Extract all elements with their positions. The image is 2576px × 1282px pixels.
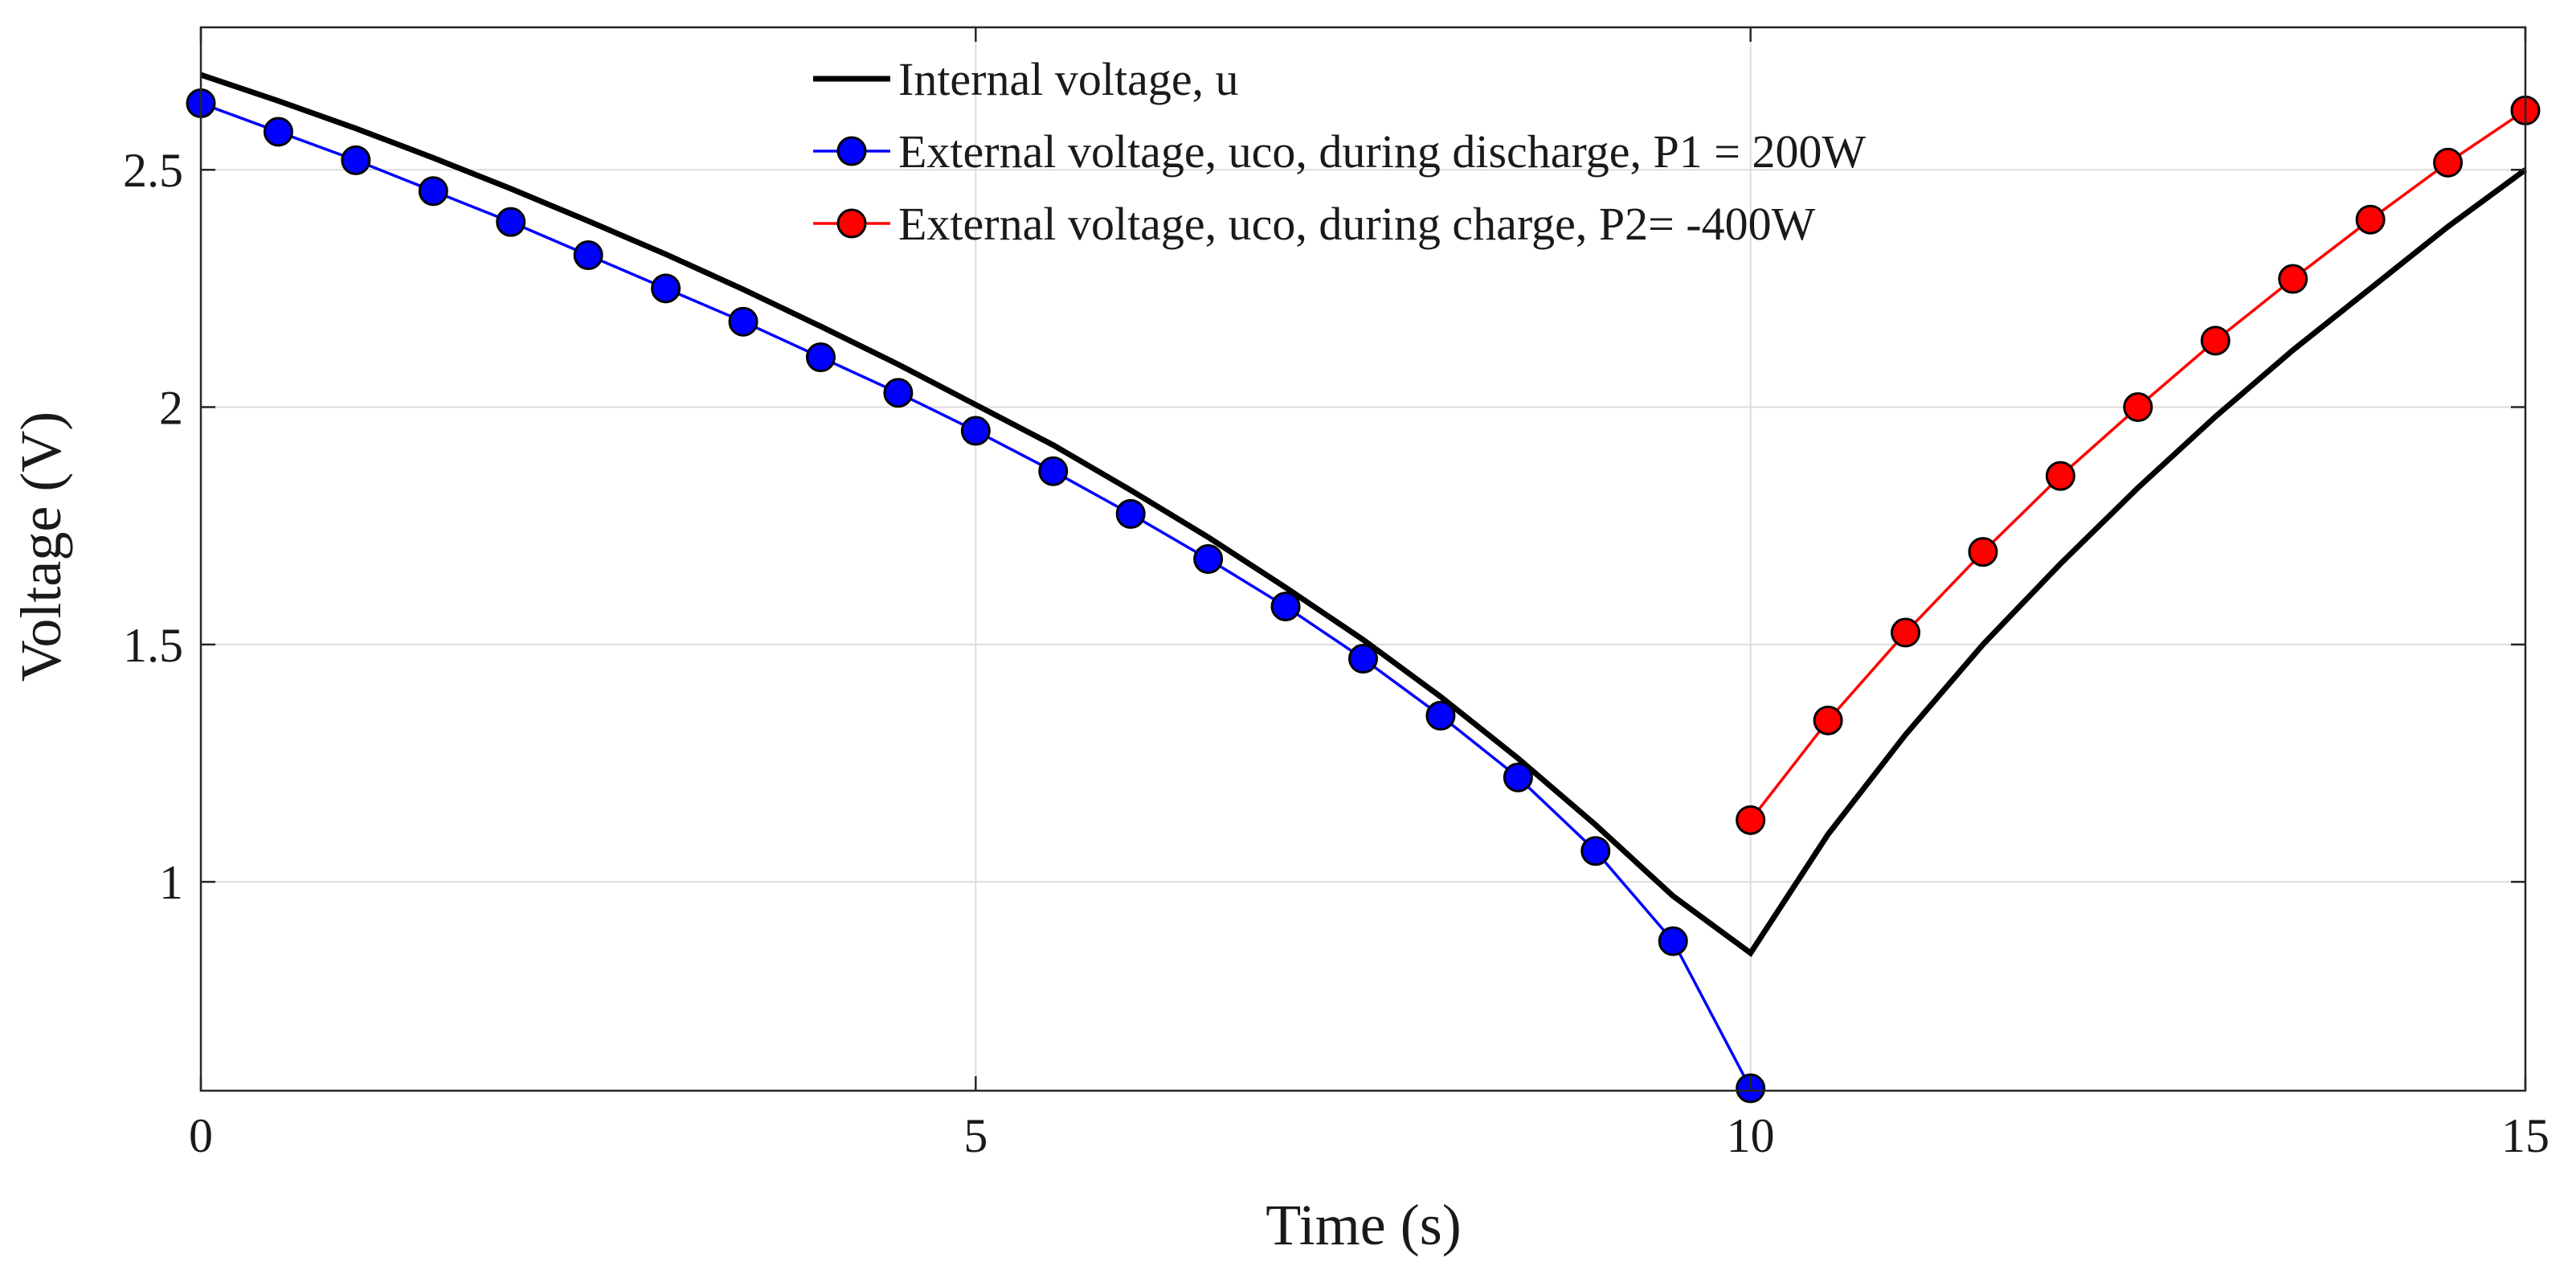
data-point [341, 145, 371, 175]
data-point [1115, 498, 1146, 529]
legend-entry: External voltage, uco, during discharge,… [813, 125, 1866, 178]
data-point [2045, 461, 2075, 491]
x-tick-label: 0 [189, 1109, 213, 1162]
ticks-layer: 0 5 10 15 1 1.5 2 2.5 [123, 27, 2549, 1162]
legend-marker-swatch [836, 136, 867, 166]
data-point [573, 240, 603, 270]
data-point [2278, 264, 2308, 294]
y-tick-label: 2.5 [123, 144, 183, 197]
data-point [1580, 836, 1611, 866]
legend: Internal voltage, u External voltage, uco… [813, 53, 1866, 250]
data-point [1270, 592, 1301, 622]
legend-entry: Internal voltage, u [813, 53, 1239, 105]
series-layer [186, 72, 2541, 1104]
legend-entry: External voltage, uco, during charge, P2… [813, 198, 1816, 250]
series-1 [186, 88, 1766, 1104]
data-point [2200, 326, 2230, 356]
data-point [1968, 537, 1998, 567]
data-point [728, 306, 758, 337]
data-point [496, 207, 526, 237]
data-point [960, 416, 991, 446]
legend-label: Internal voltage, u [898, 53, 1239, 105]
x-tick-label: 15 [2501, 1109, 2549, 1162]
series-0 [199, 72, 2528, 957]
series-2 [1736, 95, 2541, 835]
data-point [883, 378, 914, 408]
y-tick-label: 2 [159, 382, 183, 435]
data-point [1038, 456, 1069, 486]
data-point [2355, 204, 2386, 235]
y-tick-label: 1 [159, 856, 183, 909]
data-point [263, 117, 293, 147]
legend-label: External voltage, uco, during charge, P2… [898, 198, 1816, 250]
data-point [1503, 762, 1533, 793]
data-point [1736, 805, 1766, 835]
data-point [1348, 644, 1378, 674]
legend-label: External voltage, uco, during discharge,… [898, 125, 1866, 178]
y-axis-title: Voltage (V) [9, 412, 73, 682]
data-point [1813, 705, 1843, 735]
x-tick-label: 10 [1727, 1109, 1775, 1162]
data-point [1891, 617, 1921, 648]
data-point [805, 342, 836, 372]
y-tick-label: 1.5 [123, 619, 183, 672]
data-point [1425, 700, 1456, 731]
x-axis-title: Time (s) [1266, 1193, 1461, 1257]
series-line-0 [199, 72, 2528, 957]
data-point [2433, 147, 2464, 178]
data-point [2123, 392, 2153, 422]
data-point [651, 273, 681, 304]
data-point [1658, 926, 1688, 956]
axes-frame [199, 26, 2527, 1092]
data-point [1193, 544, 1224, 574]
x-tick-label: 5 [963, 1109, 987, 1162]
data-point [418, 176, 448, 207]
legend-marker-swatch [836, 208, 867, 239]
